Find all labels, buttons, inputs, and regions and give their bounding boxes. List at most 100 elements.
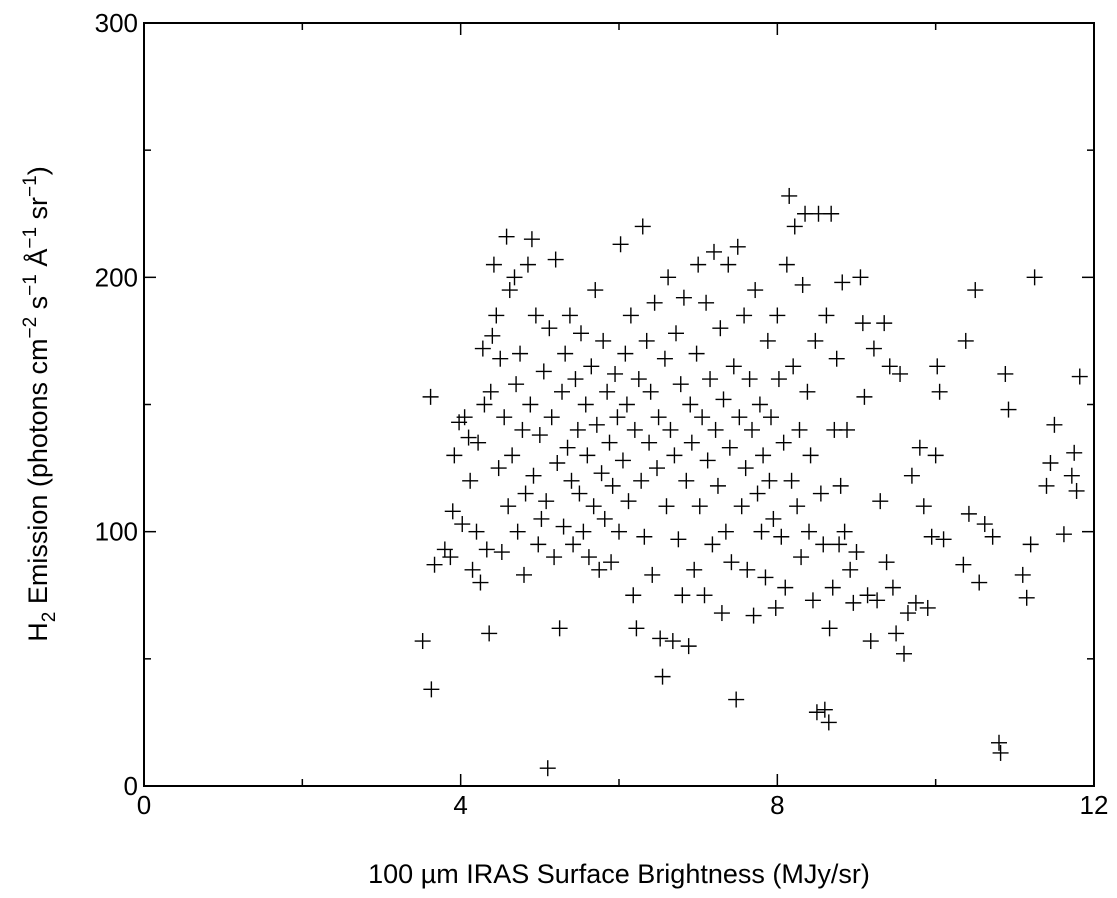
data-point <box>856 388 873 405</box>
y-tick-label: 200 <box>95 262 138 292</box>
data-point <box>611 523 627 540</box>
x-axis-label: 100 µm IRAS Surface Brightness (MJy/sr) <box>368 859 870 889</box>
data-point <box>967 282 984 299</box>
data-point <box>506 269 523 286</box>
data-point <box>547 251 564 268</box>
data-point <box>848 544 865 561</box>
data-point <box>539 760 556 777</box>
data-point <box>823 205 840 222</box>
data-point <box>927 447 944 464</box>
data-point <box>575 523 592 540</box>
data-point <box>915 498 932 515</box>
data-point <box>559 439 576 456</box>
data-point <box>757 569 774 586</box>
data-point <box>704 536 721 553</box>
data-point <box>1066 444 1083 461</box>
data-point <box>706 243 722 260</box>
data-point <box>1022 536 1039 553</box>
data-point <box>490 460 507 477</box>
x-tick-label: 4 <box>453 790 467 820</box>
data-point <box>426 556 443 573</box>
data-point <box>699 452 716 469</box>
data-point <box>607 365 624 382</box>
data-point <box>670 531 687 548</box>
data-point <box>794 276 811 293</box>
data-point <box>543 409 560 426</box>
data-point <box>828 350 845 367</box>
data-point <box>675 289 692 306</box>
y-tick-label: 0 <box>124 771 138 801</box>
data-point <box>519 256 536 273</box>
data-point <box>549 454 566 471</box>
data-point <box>717 523 734 540</box>
data-point <box>516 566 532 583</box>
data-point <box>836 523 853 540</box>
data-point <box>736 307 753 324</box>
data-point <box>678 472 695 489</box>
data-point <box>832 477 849 494</box>
data-point <box>759 332 776 349</box>
data-point <box>603 554 620 571</box>
y-label-emission: Emission (photons cm <box>23 339 53 612</box>
data-point <box>525 467 542 484</box>
data-point <box>721 439 738 456</box>
data-point <box>612 236 629 253</box>
data-point <box>923 528 940 545</box>
data-point <box>842 561 859 578</box>
data-point <box>773 528 790 545</box>
data-point <box>791 421 808 438</box>
data-point <box>654 668 671 685</box>
data-point <box>630 371 647 388</box>
data-point <box>702 371 719 388</box>
data-point <box>509 523 526 540</box>
data-point <box>739 561 756 578</box>
data-point <box>804 592 821 609</box>
data-point <box>644 566 661 583</box>
data-point <box>565 536 582 553</box>
data-point <box>538 493 555 510</box>
data-point <box>482 383 499 400</box>
data-point <box>626 421 643 438</box>
data-point <box>642 383 659 400</box>
data-point <box>812 485 829 502</box>
data-point <box>423 681 440 698</box>
data-point <box>618 396 635 413</box>
data-point <box>474 340 491 357</box>
data-point <box>765 510 782 527</box>
data-point <box>1038 477 1055 494</box>
x-tick-label: 8 <box>770 790 784 820</box>
data-point <box>797 205 814 222</box>
data-point <box>931 383 948 400</box>
data-point <box>563 472 580 489</box>
data-point <box>709 477 726 494</box>
data-point <box>456 409 473 426</box>
data-point <box>778 256 795 273</box>
data-point <box>622 307 639 324</box>
data-point <box>793 549 810 566</box>
data-point <box>960 505 977 522</box>
data-point <box>530 536 547 553</box>
data-point <box>580 549 597 566</box>
data-point <box>755 447 772 464</box>
data-point <box>698 294 715 311</box>
data-point <box>862 633 879 650</box>
data-point <box>588 416 605 433</box>
data-point <box>614 452 631 469</box>
data-point <box>777 579 794 596</box>
data-point <box>485 256 502 273</box>
data-point <box>892 365 909 382</box>
data-point <box>527 307 544 324</box>
data-point <box>935 531 952 548</box>
data-point <box>585 498 602 515</box>
data-point <box>686 561 703 578</box>
y-label-s: s <box>23 296 53 317</box>
data-point <box>557 345 574 362</box>
data-point <box>1071 368 1088 385</box>
data-point <box>683 434 700 451</box>
data-point <box>688 345 705 362</box>
y-tick-label: 300 <box>95 8 138 38</box>
data-point <box>454 516 471 533</box>
data-point <box>751 396 768 413</box>
data-point <box>496 409 513 426</box>
